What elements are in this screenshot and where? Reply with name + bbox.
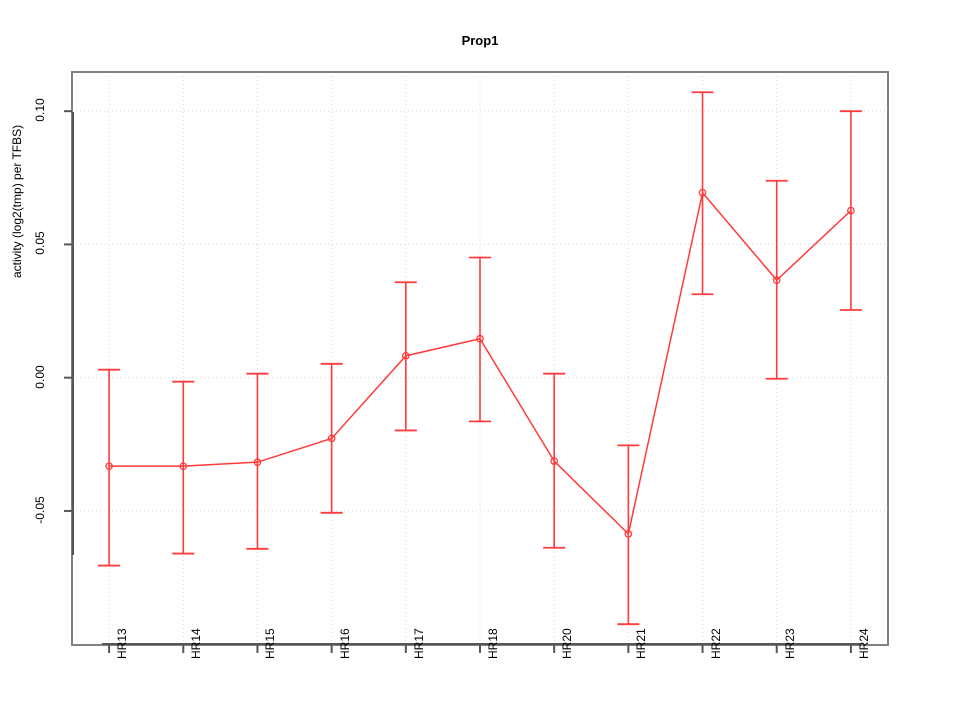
- y-tick-label: 0.10: [33, 98, 47, 122]
- x-tick-label-hr16: HR16: [337, 628, 352, 659]
- gridlines: [72, 72, 888, 645]
- data-point-marker: [253, 458, 262, 467]
- data-point-marker: [105, 462, 113, 471]
- error-bar: [98, 368, 121, 567]
- y-tick-label: 0.05: [33, 231, 47, 256]
- data-point-marker: [401, 351, 410, 360]
- x-tick-label-hr17: HR17: [411, 628, 426, 659]
- x-tick-label-hr21: HR21: [634, 628, 649, 659]
- x-tick-label-hr14: HR14: [189, 628, 204, 659]
- data-markers: [105, 188, 855, 538]
- axis-ticks: [64, 110, 852, 653]
- y-tick-label: -0.05: [33, 496, 47, 524]
- data-point-marker: [179, 462, 188, 471]
- data-point-marker: [772, 276, 781, 284]
- error-bar: [246, 372, 269, 550]
- data-line: [109, 191, 852, 536]
- x-tick-label-hr20: HR20: [560, 628, 575, 659]
- x-tick-label-hr22: HR22: [708, 628, 723, 659]
- x-tick-label-hr13: HR13: [115, 628, 130, 659]
- y-tick-label: 0.00: [33, 365, 47, 389]
- x-tick-label-hr18: HR18: [486, 628, 500, 659]
- data-point-marker: [698, 188, 707, 197]
- data-point-marker: [847, 206, 855, 215]
- x-tick-label-hr24: HR24: [856, 628, 871, 659]
- x-tick-label-hr15: HR15: [263, 628, 278, 659]
- error-bar: [839, 110, 862, 311]
- data-point-marker: [476, 334, 484, 343]
- data-point-marker: [624, 530, 633, 538]
- data-point-marker: [327, 434, 336, 443]
- x-tick-label-hr23: HR23: [782, 628, 797, 659]
- data-point-marker: [550, 457, 559, 465]
- error-bar: [172, 380, 195, 555]
- chart-title: Prop1: [461, 33, 499, 48]
